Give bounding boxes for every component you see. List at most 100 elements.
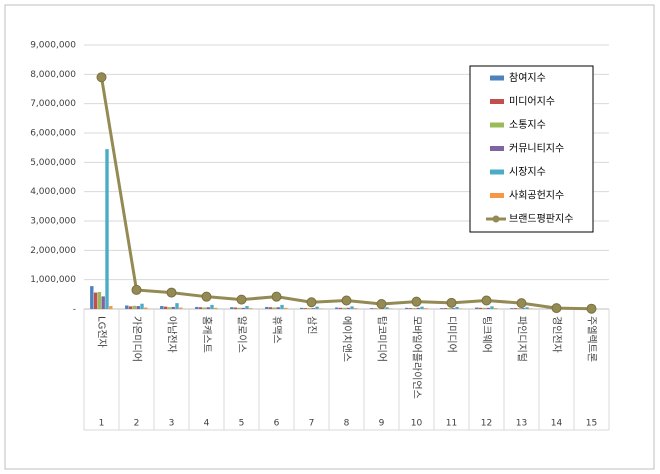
bar [350,306,354,309]
bar [346,307,350,309]
x-tick-label: 모바일어플라이언스 [411,316,423,399]
line-marker [96,72,107,83]
line-marker [586,303,597,314]
bar [206,307,210,309]
bar [241,307,245,309]
index-label: 3 [169,419,175,429]
legend-label: 커뮤니티지수 [509,143,564,155]
bar [93,292,98,309]
x-tick-label: 파인디지털 [516,316,528,362]
bar [424,308,428,309]
line-marker [341,295,352,306]
bar [280,304,284,309]
bar [405,307,409,309]
legend-swatch [490,146,504,151]
bar [163,306,168,309]
bar [144,307,148,309]
line-marker [236,294,247,305]
bar [105,149,109,309]
line-marker [376,299,387,310]
bar [210,304,214,309]
x-tick-label: 디미디어 [446,316,458,353]
x-tick-label: 홈캐스트 [201,316,214,353]
bar [125,305,129,309]
bar [303,308,308,309]
x-tick-label: 아남전자 [166,316,178,353]
bar [517,308,522,309]
y-tick-label: 1,000,000 [30,275,76,285]
legend-swatch [490,99,504,104]
x-tick-label: 가온미디어 [131,316,143,362]
x-tick-label: 알로이스 [236,316,248,353]
bar [171,306,175,309]
bar [179,307,183,309]
index-label: 13 [516,419,527,429]
x-tick-label: 주엘렉트론 [586,316,599,362]
legend-label: 브랜드평판지수 [509,213,573,225]
x-tick-label: 탑코미디어 [376,316,388,362]
bar [455,306,459,309]
y-tick-label: - [73,305,76,315]
bar [140,303,144,309]
line-marker [131,284,142,295]
bar [475,307,479,309]
bar [513,308,518,309]
index-label: 1 [99,419,105,429]
bar [265,306,269,309]
index-label: 4 [204,419,210,429]
bar [167,307,172,309]
bar [136,306,140,309]
bar [443,308,448,309]
index-label: 14 [551,419,563,429]
index-label: 8 [344,419,350,429]
bar [245,306,249,309]
bar [525,307,529,309]
line-marker [166,287,177,298]
bar [268,307,273,309]
bar [494,308,498,309]
bar [482,307,487,309]
index-label: 10 [411,419,423,429]
bar [447,308,452,309]
bar [230,307,234,309]
bar [389,308,393,309]
index-label: 2 [134,419,140,429]
bar [370,308,374,309]
bar [490,306,494,309]
bar [486,307,490,309]
bar [416,307,420,309]
x-tick-label: 에이치앤스 [341,316,353,362]
bar [132,305,137,309]
bar [354,308,358,309]
line-marker [411,296,422,307]
index-label: 9 [379,419,385,429]
legend-label: 참여지수 [509,72,546,84]
legend-swatch [490,193,504,198]
bar [335,307,339,309]
index-label: 6 [274,419,280,429]
bar [233,307,238,309]
legend-label: 미디어지수 [509,96,555,108]
legend-label: 시장지수 [509,166,546,178]
bar [521,308,525,309]
y-tick-label: 8,000,000 [30,70,76,80]
bar [237,307,242,309]
x-tick-label: 휴맥스 [271,316,283,344]
bar [307,308,312,309]
bar [109,306,113,309]
bar [272,307,277,309]
bar [128,306,133,309]
x-tick-label: 팅크웨어 [481,316,493,353]
y-tick-label: 9,000,000 [30,41,76,51]
bar [408,308,413,309]
line-marker [516,298,527,309]
index-label: 11 [446,419,457,429]
bar [160,306,164,309]
bar [284,307,288,309]
bar [412,308,417,309]
bar [478,307,483,309]
x-tick-label: 삼진 [306,316,318,334]
bar [338,307,343,309]
bar [198,307,203,309]
